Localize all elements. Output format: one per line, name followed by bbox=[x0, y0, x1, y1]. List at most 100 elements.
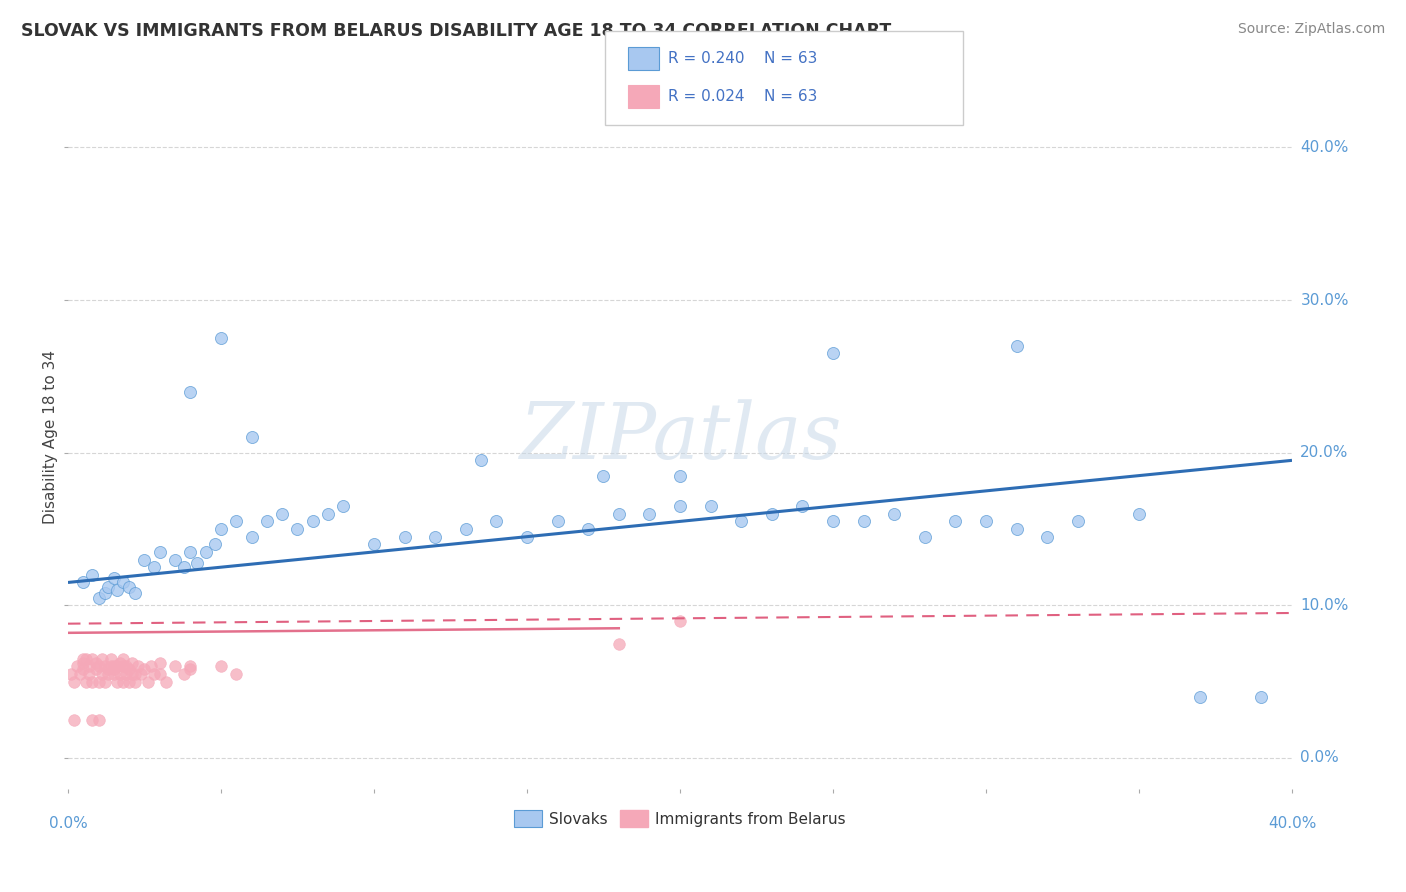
Legend: Slovaks, Immigrants from Belarus: Slovaks, Immigrants from Belarus bbox=[508, 804, 852, 833]
Point bbox=[118, 580, 141, 594]
Text: R = 0.240    N = 63: R = 0.240 N = 63 bbox=[668, 52, 817, 66]
Text: ZIPatlas: ZIPatlas bbox=[519, 400, 841, 475]
Point bbox=[100, 659, 122, 673]
Point bbox=[155, 674, 177, 689]
Point bbox=[90, 652, 112, 666]
Point bbox=[72, 652, 94, 666]
Point bbox=[124, 586, 146, 600]
Point bbox=[974, 515, 997, 529]
Point bbox=[576, 522, 599, 536]
Point bbox=[1036, 530, 1059, 544]
Point bbox=[1005, 339, 1028, 353]
Point bbox=[139, 659, 162, 673]
Point bbox=[108, 657, 131, 671]
Point bbox=[72, 657, 94, 671]
Point bbox=[883, 507, 905, 521]
Point bbox=[115, 667, 138, 681]
Text: Source: ZipAtlas.com: Source: ZipAtlas.com bbox=[1237, 22, 1385, 37]
Point bbox=[134, 552, 156, 566]
Point bbox=[75, 674, 97, 689]
Point bbox=[103, 571, 125, 585]
Point bbox=[225, 515, 247, 529]
Point bbox=[699, 499, 721, 513]
Point bbox=[69, 667, 91, 681]
Point bbox=[131, 667, 153, 681]
Point bbox=[112, 575, 135, 590]
Point bbox=[118, 663, 141, 677]
Point bbox=[72, 663, 94, 677]
Point bbox=[209, 659, 232, 673]
Point bbox=[136, 674, 159, 689]
Point bbox=[1128, 507, 1150, 521]
Point bbox=[105, 583, 128, 598]
Point bbox=[316, 507, 339, 521]
Text: 0.0%: 0.0% bbox=[1301, 750, 1339, 765]
Point bbox=[127, 659, 149, 673]
Text: 0.0%: 0.0% bbox=[49, 816, 87, 831]
Point bbox=[97, 663, 120, 677]
Point bbox=[301, 515, 323, 529]
Point bbox=[592, 468, 614, 483]
Point bbox=[271, 507, 294, 521]
Point bbox=[179, 663, 201, 677]
Point bbox=[93, 586, 115, 600]
Text: R = 0.024    N = 63: R = 0.024 N = 63 bbox=[668, 89, 817, 103]
Point bbox=[103, 663, 125, 677]
Point bbox=[669, 614, 692, 628]
Point bbox=[1067, 515, 1090, 529]
Point bbox=[1005, 522, 1028, 536]
Point bbox=[165, 659, 187, 673]
Point bbox=[425, 530, 447, 544]
Point bbox=[821, 346, 844, 360]
Point bbox=[82, 674, 104, 689]
Point bbox=[112, 659, 135, 673]
Point bbox=[179, 384, 201, 399]
Point bbox=[669, 499, 692, 513]
Point bbox=[149, 667, 172, 681]
Point bbox=[821, 515, 844, 529]
Y-axis label: Disability Age 18 to 34: Disability Age 18 to 34 bbox=[44, 351, 58, 524]
Point bbox=[209, 522, 232, 536]
Point bbox=[121, 657, 143, 671]
Point bbox=[103, 659, 125, 673]
Point bbox=[852, 515, 875, 529]
Point bbox=[93, 674, 115, 689]
Point bbox=[87, 659, 110, 673]
Point bbox=[108, 667, 131, 681]
Point bbox=[179, 545, 201, 559]
Point bbox=[82, 713, 104, 727]
Point bbox=[173, 667, 195, 681]
Point bbox=[470, 453, 492, 467]
Point bbox=[485, 515, 508, 529]
Point bbox=[124, 667, 146, 681]
Point bbox=[103, 667, 125, 681]
Point bbox=[287, 522, 309, 536]
Point bbox=[547, 515, 569, 529]
Point bbox=[75, 652, 97, 666]
Point bbox=[142, 667, 165, 681]
Point bbox=[105, 674, 128, 689]
Point bbox=[1250, 690, 1272, 704]
Point bbox=[256, 515, 278, 529]
Point bbox=[82, 652, 104, 666]
Point bbox=[186, 556, 208, 570]
Point bbox=[914, 530, 936, 544]
Point bbox=[87, 713, 110, 727]
Text: 40.0%: 40.0% bbox=[1301, 140, 1348, 155]
Point bbox=[100, 652, 122, 666]
Point bbox=[72, 575, 94, 590]
Text: SLOVAK VS IMMIGRANTS FROM BELARUS DISABILITY AGE 18 TO 34 CORRELATION CHART: SLOVAK VS IMMIGRANTS FROM BELARUS DISABI… bbox=[21, 22, 891, 40]
Point bbox=[142, 560, 165, 574]
Point bbox=[209, 331, 232, 345]
Point bbox=[204, 537, 226, 551]
Point bbox=[516, 530, 538, 544]
Point bbox=[669, 468, 692, 483]
Text: 20.0%: 20.0% bbox=[1301, 445, 1348, 460]
Point bbox=[945, 515, 967, 529]
Point bbox=[112, 652, 135, 666]
Point bbox=[454, 522, 477, 536]
Point bbox=[63, 674, 86, 689]
Point bbox=[638, 507, 661, 521]
Point bbox=[115, 659, 138, 673]
Point bbox=[112, 674, 135, 689]
